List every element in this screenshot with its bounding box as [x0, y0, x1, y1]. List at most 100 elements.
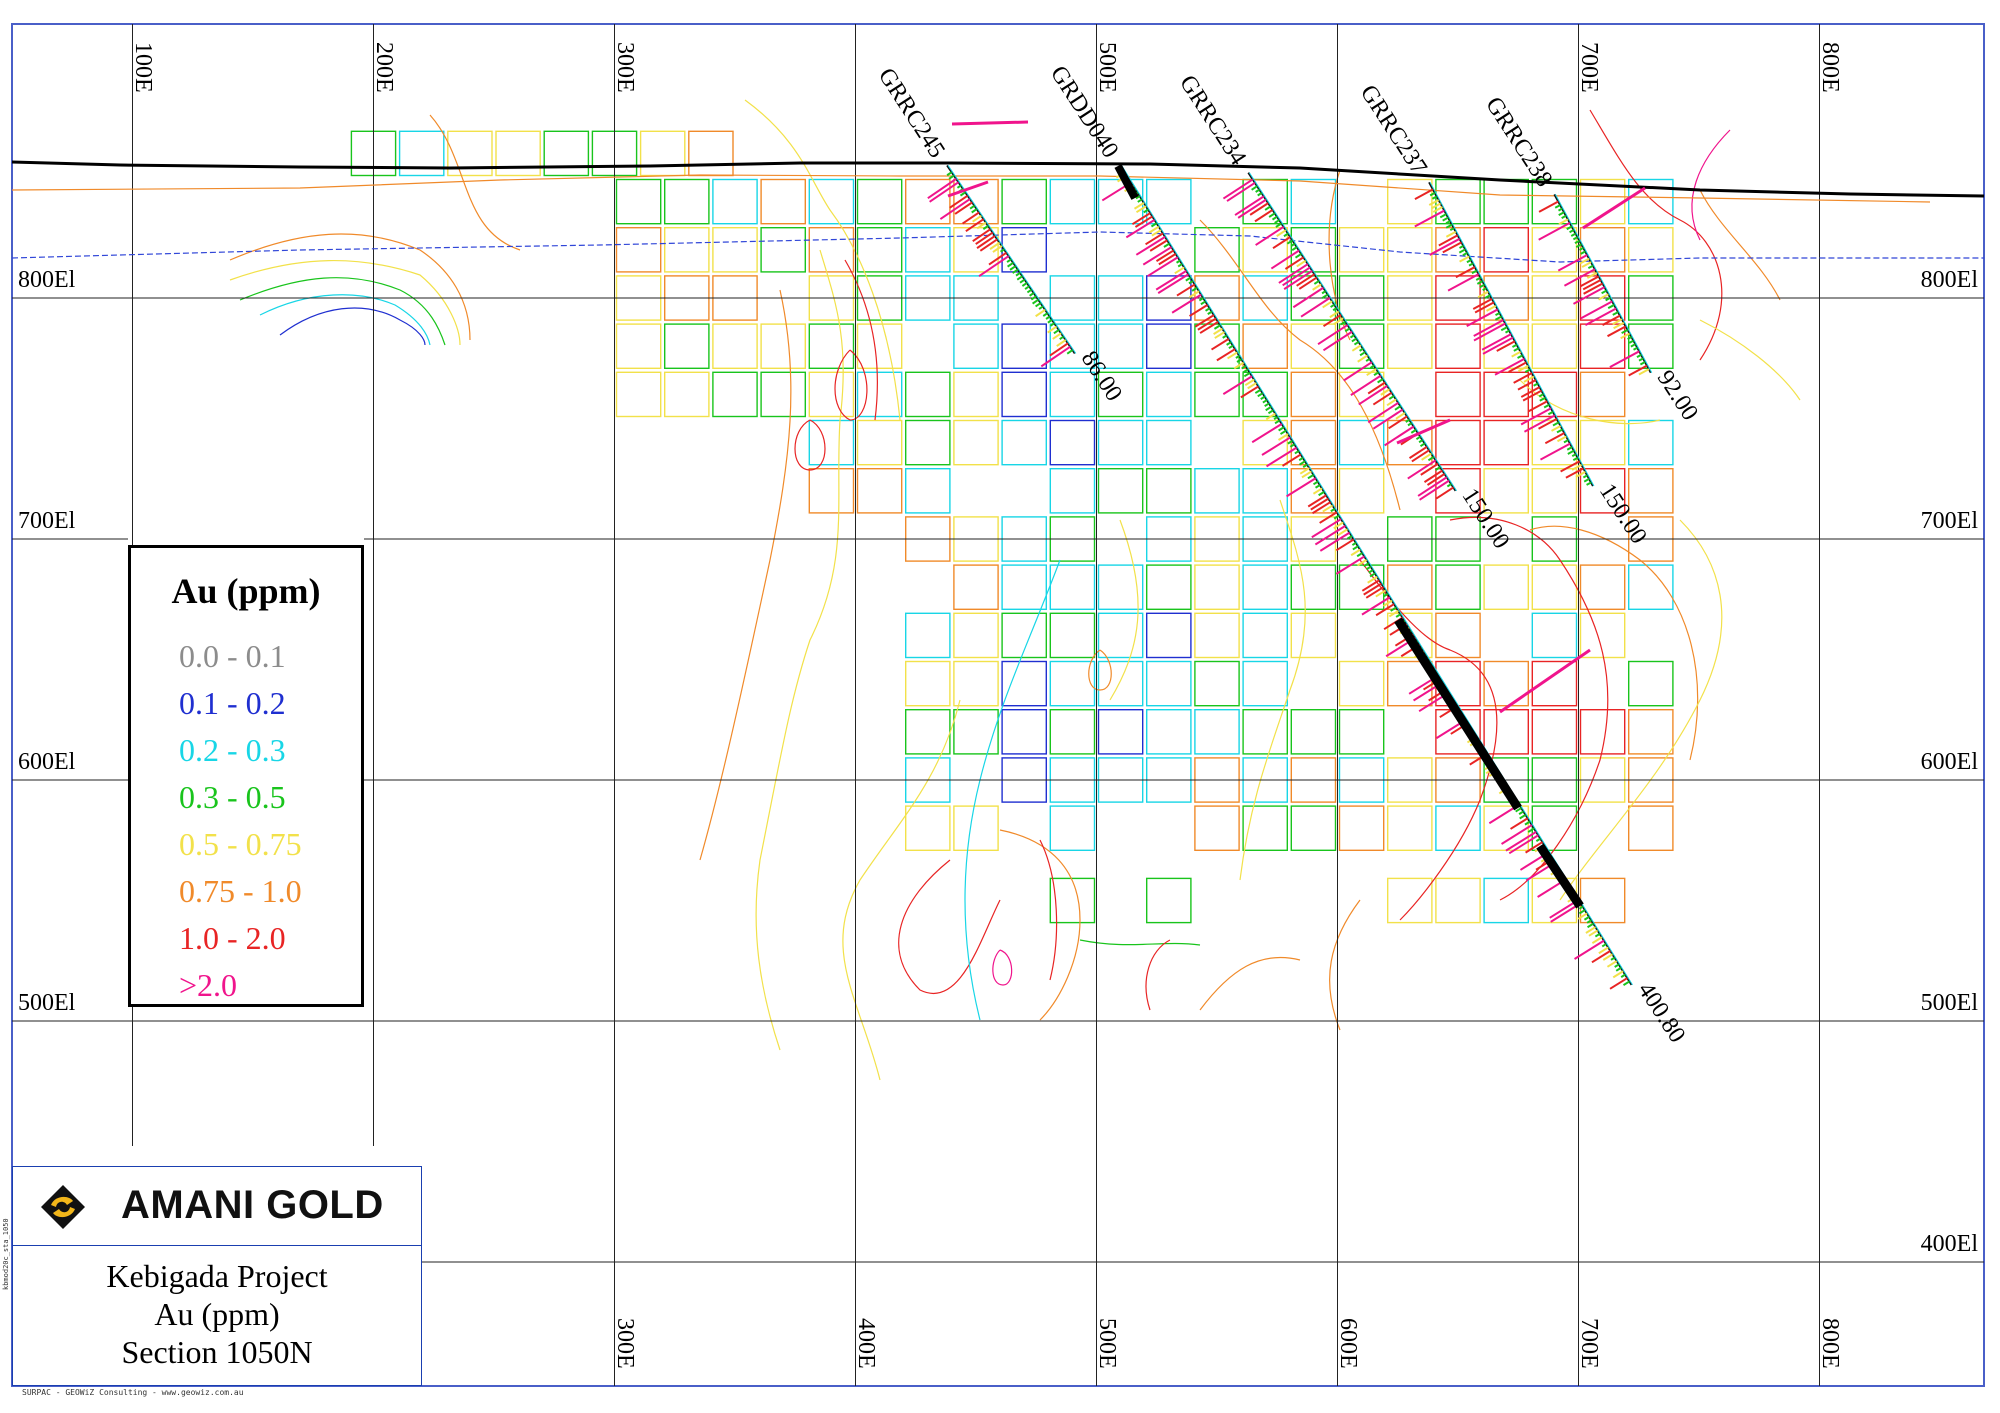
assay-bar — [1519, 814, 1527, 820]
assay-bar — [1029, 292, 1035, 297]
assay-bar — [1000, 248, 1005, 253]
assay-bar — [1279, 429, 1287, 435]
block-cell — [953, 805, 999, 851]
assay-bar — [1358, 385, 1388, 406]
block-cell — [1097, 709, 1144, 755]
assay-bar — [927, 178, 957, 199]
assay-bar — [1517, 354, 1523, 359]
assay-bar — [1513, 347, 1520, 352]
high-grade-spike — [1396, 418, 1451, 445]
block-cell — [808, 323, 855, 370]
assay-bar — [1236, 358, 1242, 363]
software-credit: SURPAC - GEOWiZ Consulting - www.geowiz.… — [22, 1388, 244, 1397]
assay-bar — [1368, 569, 1374, 574]
assay-bar — [1431, 195, 1438, 200]
assay-bar — [1630, 343, 1636, 348]
assay-bar — [1365, 586, 1385, 599]
block-cell — [808, 178, 855, 225]
block-cell — [1579, 371, 1626, 418]
assay-bar — [1296, 259, 1307, 268]
assay-bar — [1429, 237, 1461, 256]
assay-bar — [1466, 308, 1499, 328]
assay-bar — [1384, 425, 1415, 447]
assay-bar — [1319, 511, 1338, 524]
assay-bar — [1158, 253, 1177, 266]
assay-bar — [1016, 275, 1023, 281]
grade-contour — [259, 294, 431, 346]
assay-bar — [1272, 236, 1291, 250]
section-name: Section 1050N — [121, 1334, 313, 1370]
assay-bar — [1572, 286, 1606, 305]
assay-bar — [1157, 273, 1189, 294]
block-cell — [1049, 468, 1096, 514]
block-cell — [495, 130, 541, 177]
assay-bar — [1227, 351, 1238, 360]
assay-bar — [1189, 304, 1209, 317]
assay-bar — [1278, 426, 1285, 432]
block-cell — [1579, 564, 1626, 610]
assay-bar — [1137, 198, 1143, 203]
assay-bar — [1205, 307, 1211, 312]
assay-bar — [972, 214, 982, 223]
assay-bar — [1343, 361, 1373, 382]
assay-bar — [1329, 310, 1340, 319]
assay-bar — [1261, 436, 1291, 456]
assay-bar — [1538, 418, 1558, 430]
assay-bar — [1580, 250, 1586, 255]
assay-bar — [1375, 589, 1387, 598]
block-cell — [1194, 612, 1240, 659]
block-cell — [1627, 419, 1674, 466]
drillhole-trace — [1553, 193, 1652, 374]
assay-bar — [1565, 467, 1584, 479]
assay-bar — [1585, 926, 1597, 934]
assay-bar — [1538, 222, 1571, 241]
assay-bar — [1458, 248, 1466, 254]
grade-contour — [992, 949, 1013, 986]
assay-bar — [1367, 401, 1399, 424]
assay-bar — [959, 191, 966, 197]
assay-bar — [1423, 469, 1443, 483]
assay-bar — [1131, 212, 1151, 226]
block-cell — [856, 371, 903, 418]
assay-bar — [1265, 412, 1276, 421]
assay-bar — [1395, 613, 1401, 618]
assay-bar — [1319, 531, 1351, 552]
assay-bar — [1267, 409, 1274, 415]
assay-bar — [1578, 905, 1584, 910]
assay-bar — [1445, 223, 1453, 229]
assay-bar — [1254, 209, 1274, 223]
assay-bar — [1318, 491, 1325, 497]
assay-bar — [1264, 205, 1271, 211]
block-cell — [905, 371, 951, 418]
drillhole-trace-assay — [947, 165, 1077, 354]
block-cell — [1145, 612, 1192, 659]
assay-bar — [1420, 462, 1439, 476]
assay-bar — [1286, 239, 1293, 245]
block-cell — [1435, 612, 1481, 659]
assay-bar — [1006, 258, 1012, 263]
assay-bar — [1298, 460, 1306, 466]
assay-bar — [1445, 220, 1451, 225]
block-cell — [1531, 468, 1578, 514]
assay-bar — [1428, 199, 1440, 206]
block-cell — [1242, 323, 1288, 370]
assay-bar — [1473, 322, 1506, 342]
block-cell — [1145, 564, 1192, 610]
block-cell — [1145, 371, 1192, 418]
block-cell — [1531, 178, 1578, 225]
assay-bar — [1275, 222, 1282, 228]
high-grade-spike — [1499, 648, 1591, 714]
assay-bar — [1361, 579, 1380, 592]
assay-bar — [1321, 293, 1329, 300]
assay-bar — [1584, 307, 1617, 326]
surface-lines-layer — [11, 160, 1985, 263]
amani-gold-logo-icon — [41, 1185, 85, 1229]
block-cell — [1483, 709, 1529, 755]
assay-bar — [1026, 288, 1033, 294]
grade-contour — [755, 249, 844, 1051]
block-cell — [808, 371, 855, 418]
assay-bar — [1390, 606, 1397, 612]
assay-bar — [1278, 263, 1309, 284]
assay-bar — [1571, 463, 1583, 471]
block-cell — [615, 371, 662, 418]
